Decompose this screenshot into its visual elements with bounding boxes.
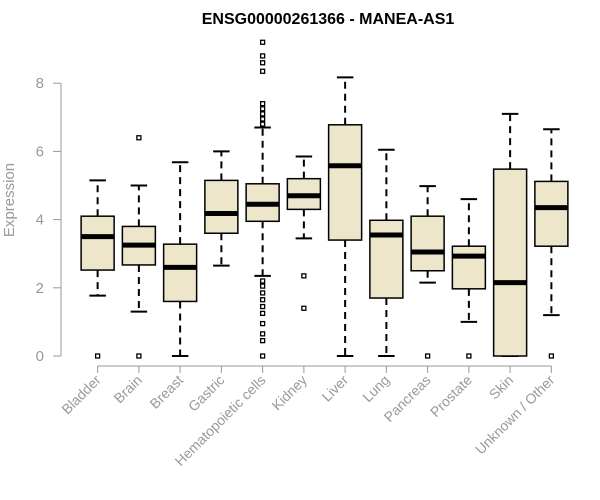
outlier-point	[259, 121, 266, 127]
outlier-point	[259, 310, 266, 317]
y-tick-label: 8	[36, 75, 44, 92]
x-tick-label: Bladder	[58, 372, 104, 418]
box-prostate	[451, 198, 487, 359]
x-tick-label: Prostate	[427, 372, 475, 420]
box-bladder	[80, 179, 115, 359]
chart-title: ENSG00000261366 - MANEA-AS1	[202, 11, 455, 28]
outlier-point	[259, 101, 266, 107]
outlier-point	[136, 353, 142, 359]
box-lung	[369, 148, 404, 357]
outlier-point	[259, 111, 266, 117]
box-skin	[492, 112, 528, 357]
box-pancreas	[410, 185, 445, 359]
y-tick-label: 0	[36, 348, 44, 365]
outlier-point	[259, 60, 266, 66]
outlier-point	[259, 331, 266, 337]
x-tick-label: Lung	[359, 372, 392, 405]
box-body	[492, 168, 528, 357]
outlier-point	[259, 303, 266, 310]
x-tick-label: Kidney	[268, 372, 310, 414]
box-gastric	[204, 150, 239, 267]
outlier-point	[301, 305, 307, 311]
y-axis: 0 2 4 6 8	[36, 75, 62, 365]
outlier-point	[259, 290, 266, 296]
outlier-point	[259, 338, 266, 344]
boxes-group	[80, 39, 569, 359]
outlier-point	[259, 68, 266, 74]
outlier-point	[136, 135, 142, 141]
outlier-point	[259, 353, 266, 359]
outlier-point	[466, 353, 472, 359]
y-tick-label: 2	[36, 280, 44, 297]
box-body	[204, 179, 239, 234]
box-brain	[121, 135, 157, 359]
box-body	[410, 215, 445, 272]
outlier-point	[259, 53, 266, 59]
outlier-point	[259, 320, 266, 327]
x-tick-label: Liver	[318, 372, 351, 405]
box-hematopoietic-cells	[245, 39, 280, 359]
outlier-point	[259, 283, 266, 289]
x-tick-label: Breast	[146, 372, 186, 412]
box-body	[80, 215, 115, 271]
outlier-point	[259, 278, 266, 284]
outlier-point	[548, 353, 555, 359]
outlier-point	[259, 106, 266, 112]
box-body	[327, 124, 363, 241]
outlier-point	[259, 297, 266, 303]
outlier-point	[94, 353, 101, 359]
y-tick-label: 6	[36, 143, 44, 160]
outlier-point	[301, 273, 307, 279]
box-liver	[327, 76, 363, 357]
outlier-point	[424, 353, 431, 359]
box-breast	[162, 161, 198, 357]
box-body	[162, 243, 198, 303]
box-body	[369, 219, 404, 299]
y-axis-label: Expression	[1, 163, 18, 237]
outlier-point	[259, 39, 266, 45]
outlier-point	[259, 116, 266, 122]
x-tick-label: Brain	[111, 372, 145, 406]
box-unknown-other	[534, 128, 569, 359]
box-body	[534, 180, 569, 247]
box-kidney	[286, 155, 322, 311]
y-tick-label: 4	[36, 212, 44, 229]
x-tick-label: Skin	[486, 372, 517, 403]
box-body	[451, 245, 487, 290]
